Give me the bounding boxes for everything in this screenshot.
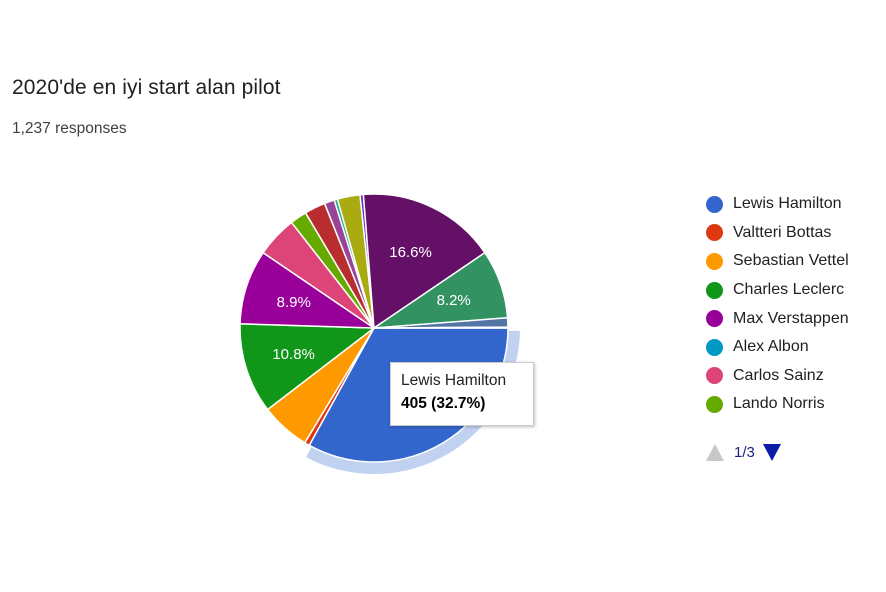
slice-percent-label: 8.2% <box>437 292 471 309</box>
legend-item[interactable]: Lewis Hamilton <box>706 190 849 219</box>
legend-label: Carlos Sainz <box>733 366 824 384</box>
pie-labels: 10.8% 8.9% 16.6% 8.2% <box>272 244 470 363</box>
legend-label: Valtteri Bottas <box>733 223 832 241</box>
slice-tooltip: Lewis Hamilton 405 (32.7%) <box>390 362 534 426</box>
legend: Lewis Hamilton Valtteri Bottas Sebastian V… <box>706 190 849 419</box>
legend-page-indicator: 1/3 <box>734 444 755 461</box>
legend-color-dot <box>706 252 723 270</box>
legend-item[interactable]: Charles Leclerc <box>706 276 849 305</box>
response-count: 1,237 responses <box>12 120 127 137</box>
legend-item[interactable]: Sebastian Vettel <box>706 247 849 276</box>
pie-slice[interactable] <box>362 193 486 330</box>
legend-label: Charles Leclerc <box>733 281 845 299</box>
pie-slice[interactable] <box>239 322 377 411</box>
slice-highlight-ring <box>306 330 520 474</box>
legend-color-dot <box>706 395 723 413</box>
pie-slices <box>239 193 520 474</box>
legend-pager: 1/3 <box>706 444 781 461</box>
legend-item[interactable]: Valtteri Bottas <box>706 219 849 248</box>
legend-item[interactable]: Max Verstappen <box>706 304 849 333</box>
triangle-down-icon[interactable] <box>762 444 781 461</box>
triangle-up-icon[interactable] <box>706 444 724 461</box>
legend-label: Sebastian Vettel <box>733 252 849 270</box>
legend-item[interactable]: Alex Albon <box>706 333 849 362</box>
pie-slice[interactable] <box>373 326 509 329</box>
slice-percent-label: 16.6% <box>389 244 432 261</box>
legend-color-dot <box>706 281 723 299</box>
legend-color-dot <box>706 224 723 242</box>
legend-label: Lewis Hamilton <box>733 195 842 213</box>
slice-percent-label: 10.8% <box>272 346 315 363</box>
tooltip-value: 405 (32.7%) <box>401 395 486 412</box>
legend-color-dot <box>706 310 723 328</box>
legend-item[interactable]: Carlos Sainz <box>706 362 849 391</box>
legend-color-dot <box>706 338 723 356</box>
legend-color-dot <box>706 367 723 385</box>
tooltip-name: Lewis Hamilton <box>401 372 507 389</box>
legend-label: Alex Albon <box>733 338 809 356</box>
legend-label: Lando Norris <box>733 395 825 413</box>
legend-label: Max Verstappen <box>733 309 849 327</box>
slice-percent-label: 8.9% <box>277 294 311 311</box>
legend-color-dot <box>706 195 723 213</box>
legend-item[interactable]: Lando Norris <box>706 390 849 419</box>
chart-title: 2020'de en iyi start alan pilot <box>12 76 281 99</box>
